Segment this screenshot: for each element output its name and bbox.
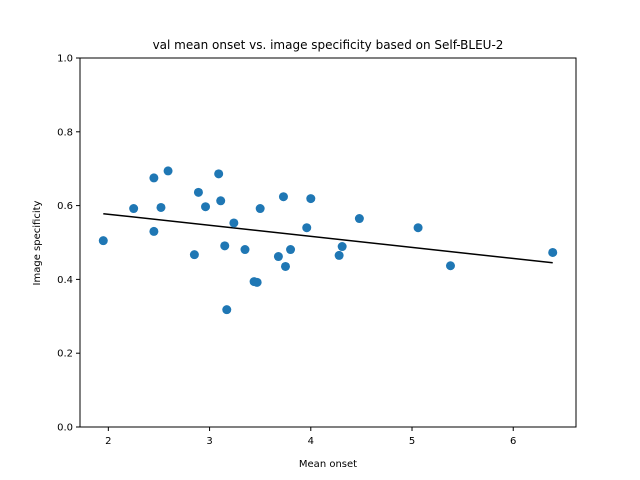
y-tick-label: 0.4 <box>57 275 73 286</box>
scatter-point <box>163 166 173 176</box>
scatter-point <box>280 261 290 271</box>
scatter-point <box>334 250 344 260</box>
scatter-point <box>306 194 316 204</box>
x-tick-label: 4 <box>308 436 314 447</box>
scatter-point <box>337 242 347 252</box>
x-axis-label: Mean onset <box>299 459 357 470</box>
y-tick-label: 1.0 <box>57 54 73 65</box>
y-tick-label: 0.0 <box>57 423 73 434</box>
scatter-point <box>413 223 423 233</box>
scatter-point <box>286 245 296 255</box>
scatter-point <box>193 187 203 197</box>
scatter-point <box>149 173 159 183</box>
scatter-point <box>252 277 262 287</box>
chart-title: val mean onset vs. image specificity bas… <box>153 38 504 52</box>
y-tick-label: 0.2 <box>57 349 73 360</box>
scatter-point <box>354 214 364 224</box>
scatter-point <box>129 204 139 214</box>
scatter-point <box>548 247 558 257</box>
scatter-point <box>149 226 159 236</box>
y-tick-label: 0.6 <box>57 201 73 212</box>
x-tick-label: 6 <box>510 436 516 447</box>
scatter-point <box>156 202 166 212</box>
plot-area <box>98 166 558 315</box>
scatter-point <box>273 252 283 262</box>
scatter-point <box>201 202 211 212</box>
scatter-point <box>189 250 199 260</box>
scatter-point <box>255 204 265 214</box>
x-axis: 2 3 4 5 6 <box>105 427 516 447</box>
scatter-point <box>214 169 224 179</box>
scatter-point <box>278 192 288 202</box>
trend-line <box>103 212 553 264</box>
scatter-point <box>220 241 230 251</box>
x-tick-label: 3 <box>206 436 212 447</box>
x-tick-label: 5 <box>409 436 415 447</box>
scatter-point <box>98 236 108 246</box>
x-tick-label: 2 <box>105 436 111 447</box>
scatter-point <box>222 305 232 315</box>
scatter-point <box>216 196 226 206</box>
y-axis: 0.0 0.2 0.4 0.6 0.8 1.0 <box>57 54 80 434</box>
scatter-point <box>229 218 239 228</box>
scatter-point <box>445 261 455 271</box>
plot-frame <box>79 57 577 428</box>
y-tick-label: 0.8 <box>57 127 73 138</box>
scatter-point <box>240 245 250 255</box>
y-axis-label: Image specificity <box>32 200 43 285</box>
scatter-point <box>302 223 312 233</box>
